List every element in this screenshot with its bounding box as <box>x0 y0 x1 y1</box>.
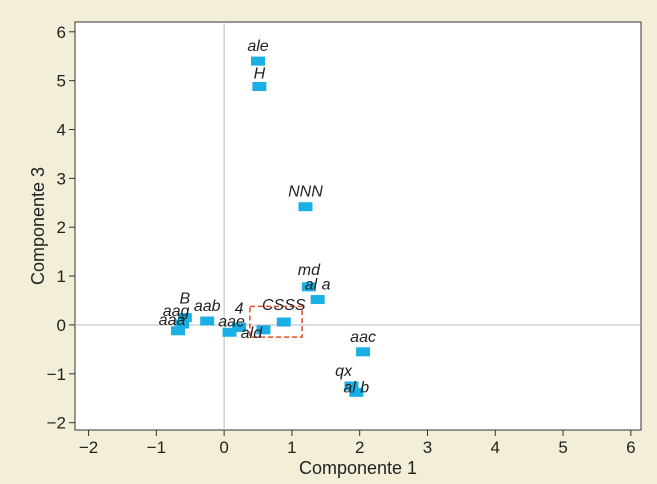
y-axis-title: Componente 3 <box>28 167 48 285</box>
point-aag <box>175 319 190 329</box>
point-label-csss: CSSS <box>262 297 306 314</box>
point-label-4: 4 <box>235 300 244 317</box>
point-al-a <box>310 295 325 305</box>
y-tick-label: 2 <box>57 218 66 237</box>
x-tick-label: 4 <box>491 438 500 457</box>
data-points <box>171 56 371 397</box>
point-h <box>252 81 267 91</box>
x-tick-label: 0 <box>219 438 228 457</box>
point-ald <box>256 325 271 335</box>
point-aab <box>200 316 215 326</box>
point-label-qx: qx <box>335 363 353 380</box>
point-aac <box>356 347 371 357</box>
reference-lines <box>75 22 641 430</box>
x-tick-label: 2 <box>355 438 364 457</box>
x-tick-label: 1 <box>287 438 296 457</box>
point-aaa <box>171 326 186 336</box>
highlight-box <box>249 305 303 338</box>
point-label-aaa: aaa <box>159 312 186 329</box>
x-axis: −2 −1 0 1 2 3 4 5 6 <box>79 430 636 457</box>
x-tick-label: 5 <box>558 438 567 457</box>
x-tick-label: −1 <box>147 438 166 457</box>
y-tick-label: 1 <box>57 267 66 286</box>
y-tick-label: −2 <box>47 414 66 433</box>
point-ale <box>251 56 266 66</box>
point-nnn <box>298 202 313 212</box>
highlight-box-layer <box>249 305 303 338</box>
y-tick-label: −1 <box>47 365 66 384</box>
point-label-aag: aag <box>163 303 190 320</box>
y-axis: −2 −1 0 1 2 3 4 5 6 <box>47 23 75 433</box>
point-label-h: H <box>254 65 266 82</box>
point-qx <box>344 381 359 391</box>
y-tick-label: 6 <box>57 23 66 42</box>
point-aae <box>222 327 237 337</box>
point-label-ale: ale <box>247 38 268 55</box>
y-tick-label: 4 <box>57 120 66 139</box>
point-csss <box>276 317 291 327</box>
point-label-b: B <box>179 291 190 308</box>
point-label-aae: aae <box>218 313 245 330</box>
x-tick-label: 3 <box>423 438 432 457</box>
x-axis-title: Componente 1 <box>299 458 417 478</box>
y-tick-label: 0 <box>57 316 66 335</box>
point-label-ald: ald <box>241 325 263 342</box>
point-b <box>177 313 192 323</box>
x-tick-label: 6 <box>626 438 635 457</box>
point-label-al-a: al a <box>305 277 331 294</box>
x-tick-label: −2 <box>79 438 98 457</box>
point-label-md: md <box>298 262 321 279</box>
plot-area <box>74 21 642 431</box>
point-4 <box>232 322 247 332</box>
y-tick-label: 5 <box>57 72 66 91</box>
point-label-aab: aab <box>194 298 221 315</box>
point-label-nnn: NNN <box>288 184 323 201</box>
y-tick-label: 3 <box>57 169 66 188</box>
point-label-aac: aac <box>350 329 376 346</box>
point-md <box>301 282 316 292</box>
point-al-b <box>349 387 364 397</box>
point-label-al-b: al b <box>343 379 369 396</box>
